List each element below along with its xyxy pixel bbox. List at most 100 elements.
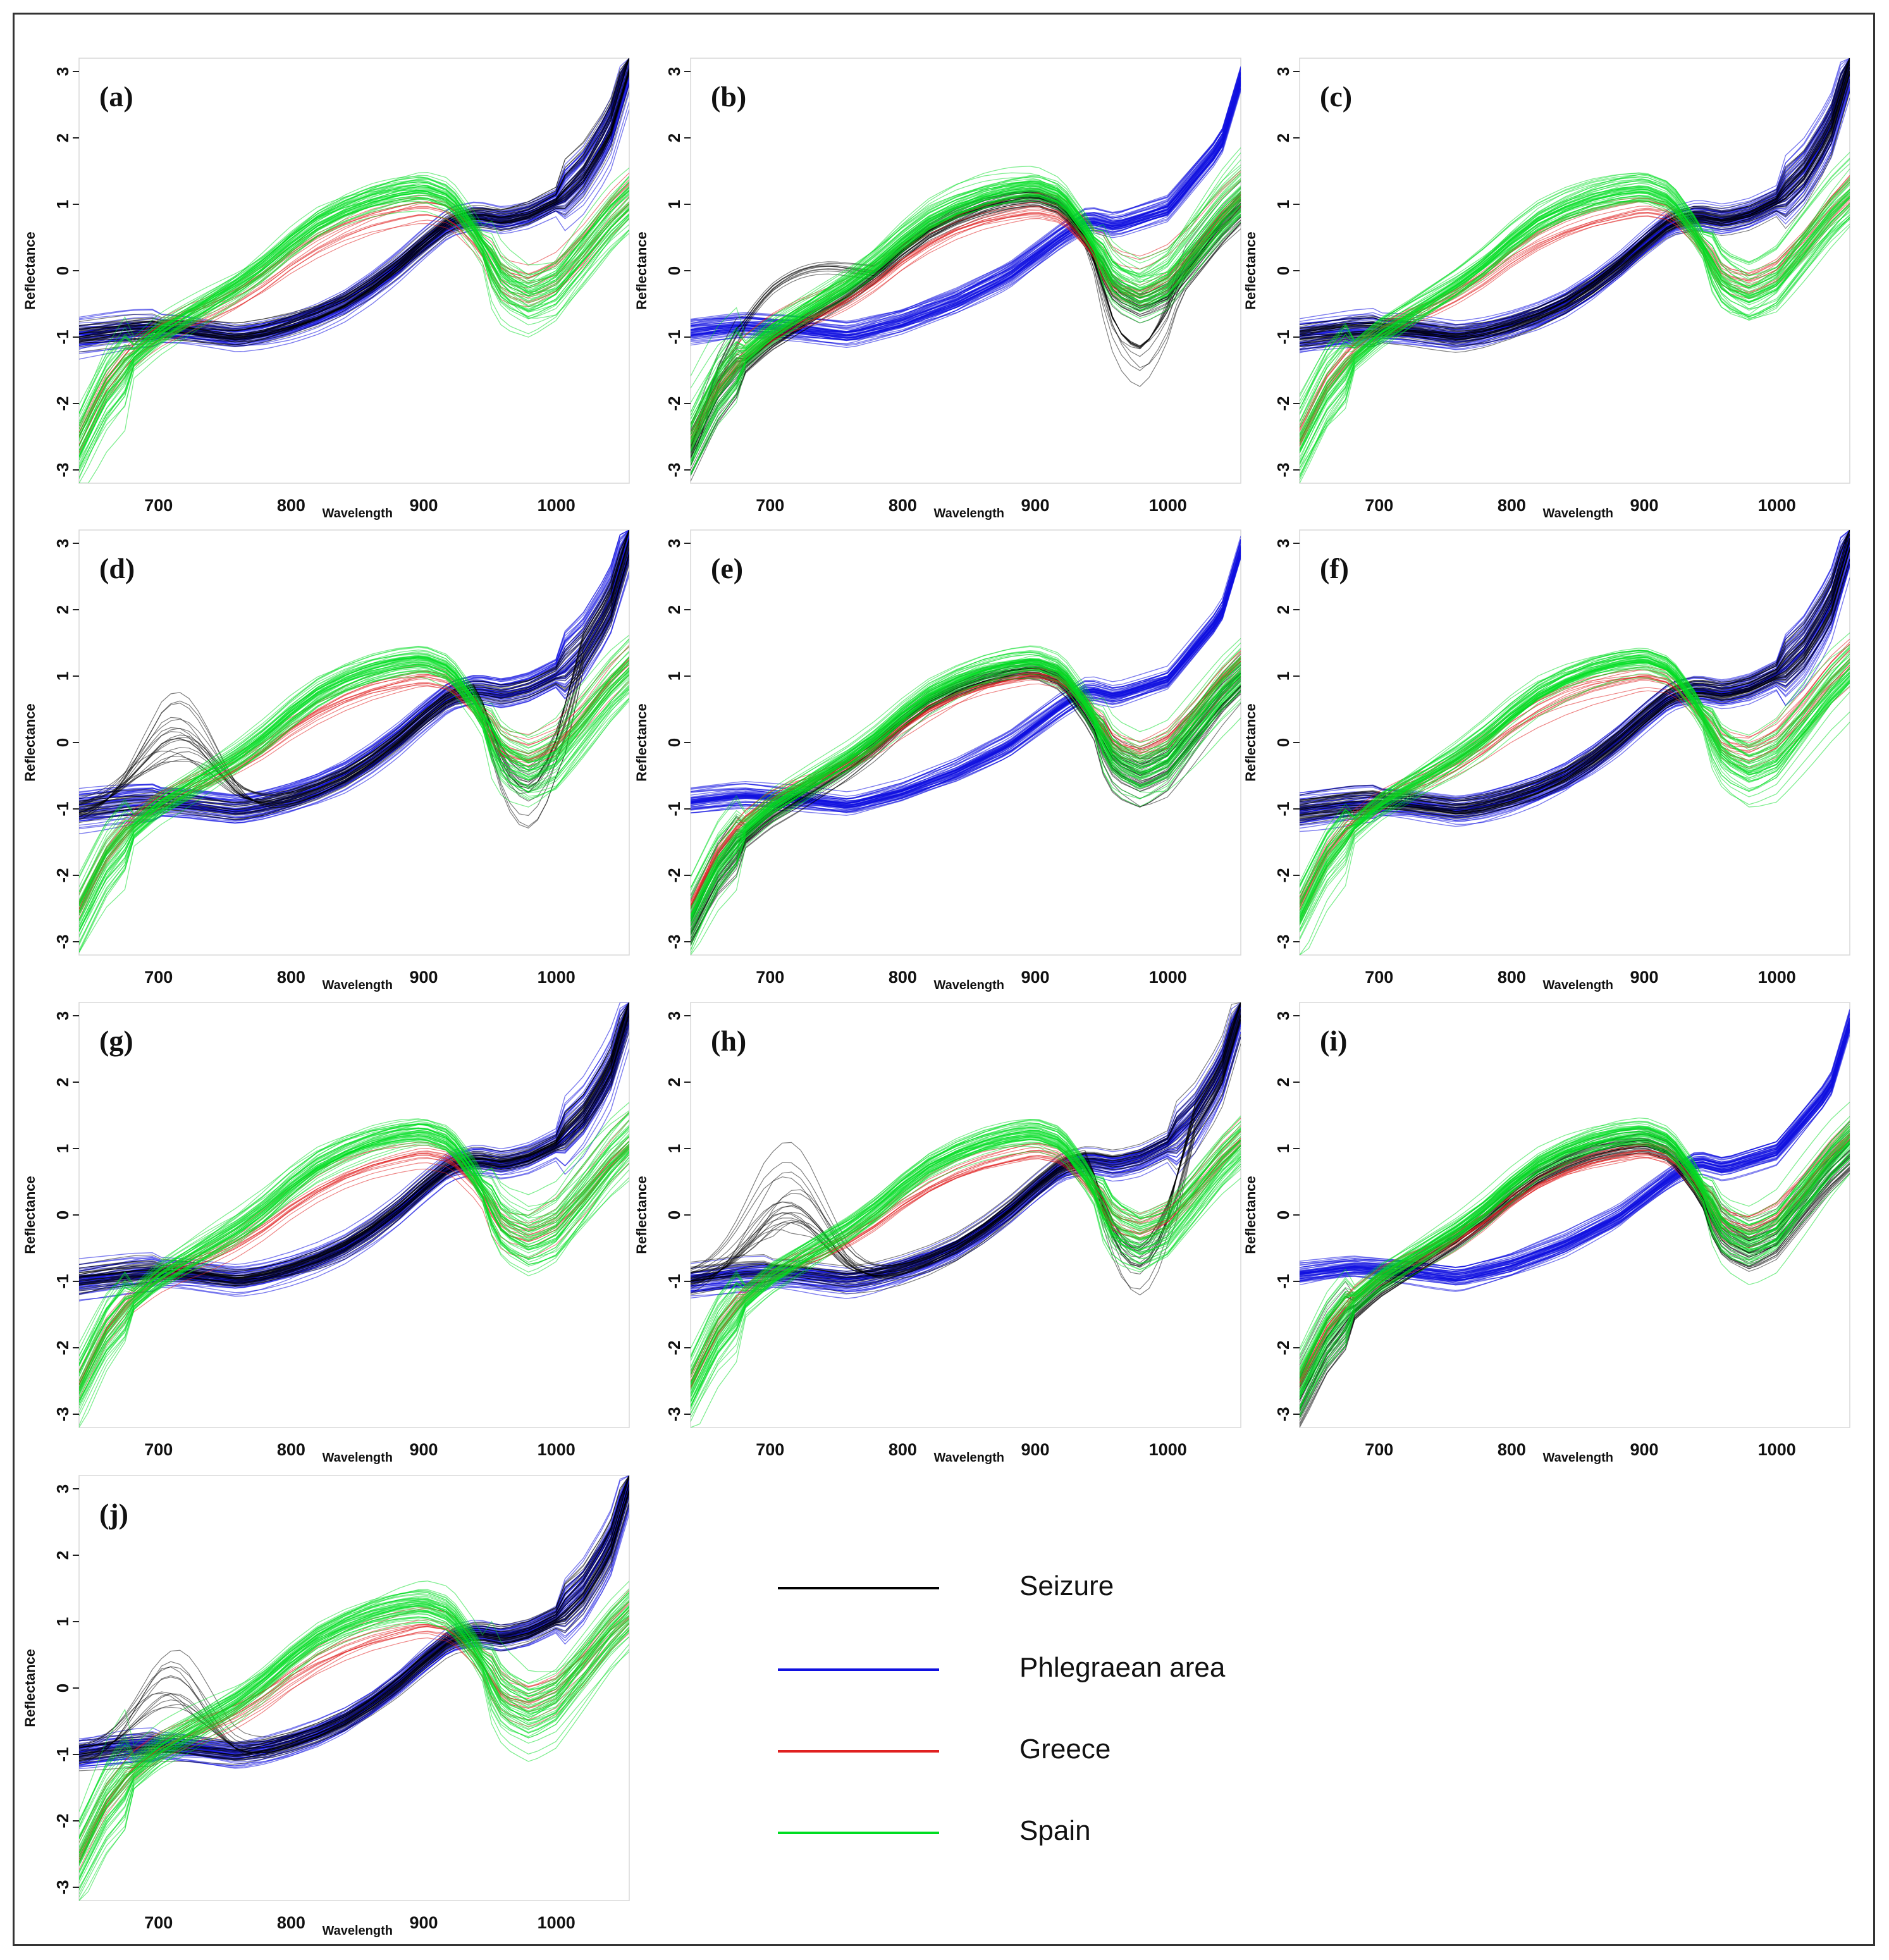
y-tick-label: -2 [1274, 868, 1293, 882]
series-line-spain [79, 1113, 629, 1361]
series-line-spain [79, 656, 629, 913]
series-line-spain [691, 651, 1241, 896]
y-tick-label: -2 [665, 396, 684, 410]
series-line-seizure [691, 677, 1241, 944]
series-line-spain [691, 187, 1241, 445]
panel-i: -3 -2 -1 0 1 2 3 700 800 900 1000 Wavelength Reflect… [1243, 1002, 1850, 1465]
series-line-spain [691, 152, 1241, 377]
series-line-spain [79, 1599, 629, 1840]
series-line-spain [79, 1581, 629, 1820]
series-line-spain [691, 1131, 1241, 1391]
y-tick-label: 3 [665, 1011, 684, 1020]
y-axis-label: Reflectance [22, 1176, 38, 1254]
x-tick-label: 700 [1365, 968, 1393, 987]
series-line-spain [1300, 197, 1850, 469]
series-line-spain [79, 194, 629, 467]
x-tick-label: 900 [1630, 1440, 1659, 1459]
x-tick-label: 800 [889, 968, 917, 987]
series-line-spain [79, 670, 629, 943]
series-line-spain [79, 1128, 629, 1381]
x-tick-label: 800 [1498, 496, 1526, 515]
series-line-seizure [79, 1502, 629, 1772]
x-tick-label: 900 [1630, 968, 1659, 987]
panel-label: (c) [1320, 80, 1352, 113]
series-line-spain [1300, 1120, 1850, 1357]
plot-lines [79, 58, 629, 483]
series-line-spain [79, 200, 629, 473]
x-axis-label: Wavelength [322, 1451, 393, 1465]
series-line-spain [1300, 199, 1850, 478]
x-tick-label: 700 [144, 968, 173, 987]
series-line-greece [1300, 182, 1850, 432]
series-line-spain [79, 1615, 629, 1888]
y-tick-label: 3 [53, 539, 72, 548]
x-axis-label: Wavelength [322, 978, 393, 992]
y-tick-label: 0 [53, 1211, 72, 1219]
series-line-spain [1300, 647, 1850, 887]
y-axis-label: Reflectance [1243, 1176, 1258, 1254]
series-line-spain [79, 671, 629, 951]
panel-h: -3 -2 -1 0 1 2 3 700 800 900 1000 Wavelength Reflect… [634, 1002, 1241, 1465]
series-line-spain [79, 1622, 629, 1901]
x-tick-label: 1000 [1758, 968, 1796, 987]
y-tick-label: 1 [1274, 672, 1293, 681]
y-tick-label: 0 [1274, 738, 1293, 747]
series-line-seizure [79, 553, 629, 820]
x-tick-label: 700 [144, 496, 173, 515]
plot-lines [1300, 58, 1850, 483]
series-line-greece [79, 664, 629, 910]
series-line-seizure [691, 1044, 1241, 1294]
y-tick-label: 3 [665, 67, 684, 76]
y-tick-label: 2 [53, 605, 72, 614]
series-line-seizure [79, 1023, 629, 1291]
series-line-spain [79, 184, 629, 436]
series-line-greece [79, 664, 629, 914]
series-line-spain [1300, 646, 1850, 882]
series-line-spain [79, 186, 629, 446]
series-line-spain [691, 194, 1241, 463]
y-tick-label: 2 [1274, 605, 1293, 614]
x-tick-label: 900 [1021, 1440, 1050, 1459]
x-axis-label: Wavelength [1542, 1451, 1613, 1465]
x-tick-label: 700 [1365, 1440, 1393, 1459]
series-line-spain [79, 1131, 629, 1390]
panel-label: (b) [711, 80, 746, 113]
x-tick-label: 1000 [538, 1913, 575, 1932]
series-line-spain [1300, 1128, 1850, 1377]
x-tick-label: 700 [756, 968, 784, 987]
series-line-spain [691, 198, 1241, 474]
series-line-seizure [1300, 1150, 1850, 1419]
y-tick-label: 1 [1274, 1144, 1293, 1153]
series-line-spain [79, 638, 629, 874]
x-tick-label: 1000 [1149, 1440, 1187, 1459]
y-tick-label: -1 [665, 330, 684, 344]
y-tick-label: -1 [53, 1747, 72, 1761]
x-tick-label: 800 [889, 1440, 917, 1459]
y-axis-label: Reflectance [1243, 231, 1258, 310]
series-line-seizure [79, 1488, 629, 1763]
series-line-spain [79, 181, 629, 426]
series-line-seizure [79, 1491, 629, 1758]
series-line-spain [1300, 157, 1850, 397]
y-tick-label: 1 [53, 1617, 72, 1626]
series-line-spain [691, 1139, 1241, 1410]
series-line-spain [1300, 1142, 1850, 1416]
x-tick-label: 700 [756, 496, 784, 515]
y-tick-label: -2 [665, 1340, 684, 1355]
series-line-spain [1300, 662, 1850, 926]
series-line-spain [691, 638, 1241, 877]
series-line-spain [691, 1123, 1241, 1376]
series-line-phlegraean [1300, 1009, 1850, 1269]
series-line-seizure [691, 202, 1241, 466]
x-axis-label: Wavelength [933, 507, 1004, 521]
series-line-seizure [79, 558, 629, 827]
series-line-spain [79, 192, 629, 458]
series-line-phlegraean [79, 85, 629, 353]
series-line-spain [1300, 190, 1850, 445]
y-tick-label: -1 [1274, 1274, 1293, 1288]
x-tick-label: 800 [277, 1440, 305, 1459]
x-axis-label: Wavelength [1542, 507, 1613, 521]
legend-label-seizure: Seizure [1019, 1570, 1114, 1601]
y-tick-label: -3 [1274, 462, 1293, 477]
